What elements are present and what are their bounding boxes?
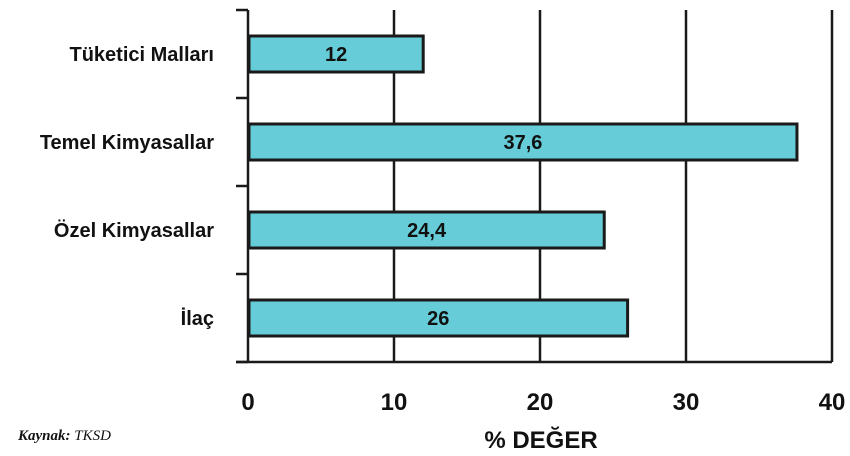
bar-value-label: 37,6 [504,132,543,154]
category-label: İlaç [181,307,214,330]
source-note: Kaynak: TKSD [18,428,111,445]
x-tick-label: 30 [673,389,700,416]
labels: 0 10 20 30 40 12 Tüketici Malları 37,6 Temel Kim… [40,44,846,416]
x-tick-label: 20 [527,389,554,416]
bar [247,210,606,250]
x-tick-label: 40 [819,389,846,416]
bars [247,34,799,338]
x-tick-label: 10 [381,389,408,416]
bar [247,122,799,162]
x-tick-label: 0 [241,389,254,416]
bar [247,34,425,74]
bar-value-label: 12 [325,44,347,66]
category-label: Tüketici Malları [70,44,215,66]
source-value: TKSD [74,428,111,444]
category-label: Özel Kimyasallar [54,219,214,242]
x-axis-title: % DEĞER [484,426,597,451]
category-label: Temel Kimyasallar [40,132,214,154]
axes [236,8,832,364]
bar-value-label: 26 [427,308,449,330]
bar-value-label: 24,4 [407,220,447,242]
source-label: Kaynak: [18,428,71,444]
